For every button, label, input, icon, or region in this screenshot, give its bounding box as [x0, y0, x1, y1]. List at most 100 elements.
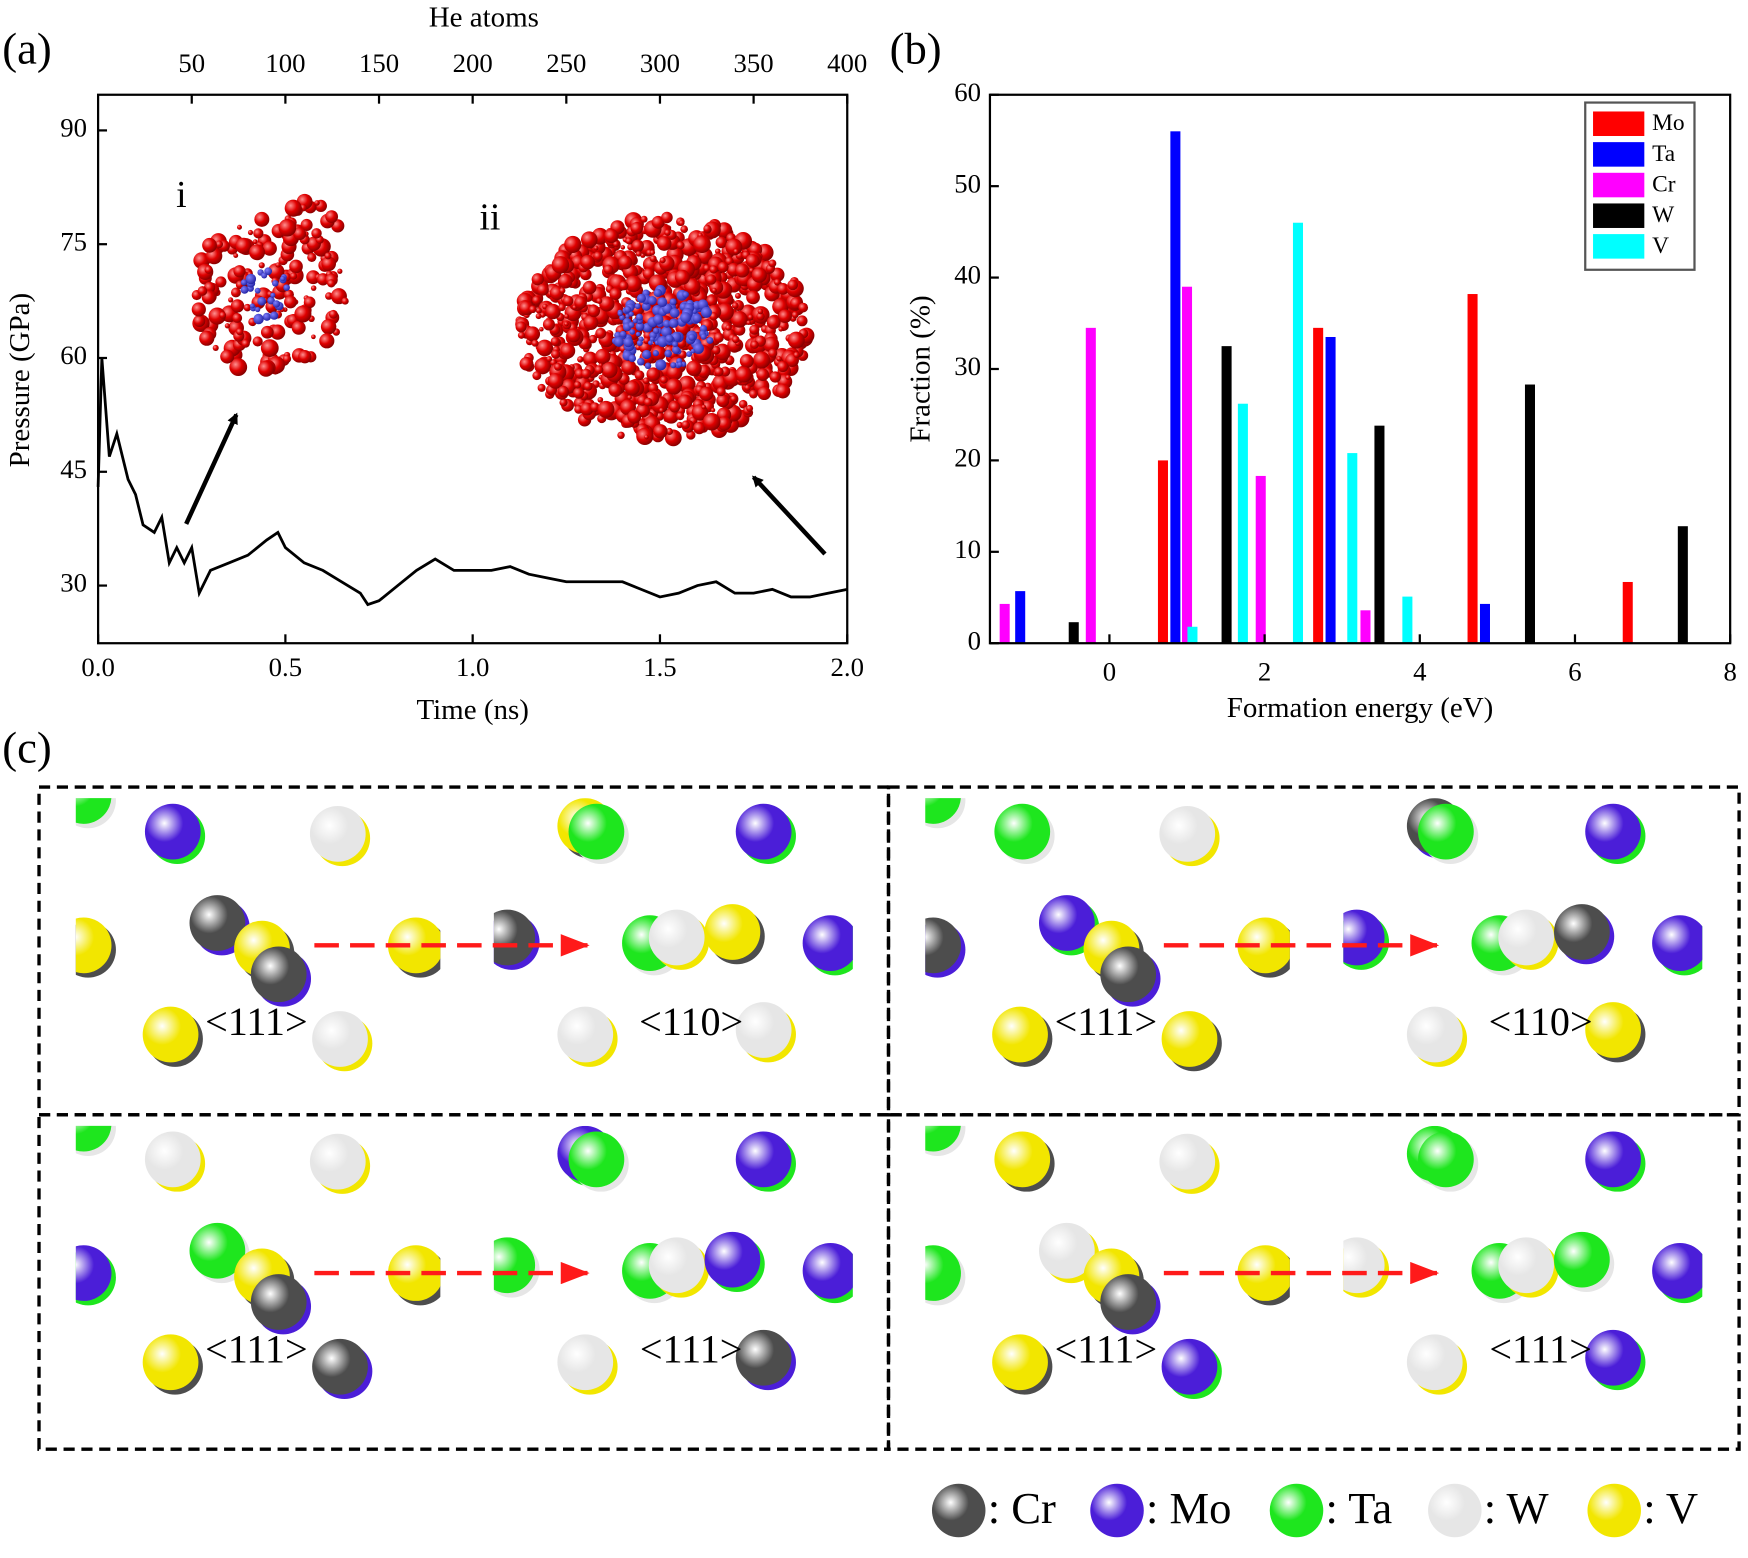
inset-atom: [791, 311, 799, 319]
inset-atom: [634, 303, 641, 310]
inset-atom: [627, 395, 632, 400]
inset-atom: [282, 354, 292, 364]
inset-atom: [793, 351, 800, 358]
inset-atom: [688, 333, 696, 341]
inset-atom: [303, 296, 316, 309]
inset-atom: [706, 336, 714, 344]
inset-atom: [647, 296, 657, 305]
inset-atom: [757, 308, 764, 315]
inset-atom: [580, 402, 594, 416]
inset-atom: [258, 262, 265, 269]
inset-atom: [311, 334, 316, 340]
inset-atom: [193, 314, 206, 327]
atom: [802, 1242, 853, 1299]
inset-atom: [550, 336, 560, 347]
atom: [309, 805, 366, 862]
atom: [312, 1338, 368, 1395]
atom: [704, 1231, 761, 1288]
inset-atom: [630, 221, 644, 235]
inset-atom: [542, 318, 555, 331]
inset-atom: [732, 335, 740, 344]
inset-atom: [289, 272, 298, 280]
inset-atom: [236, 328, 244, 336]
inset-atom: [669, 401, 681, 413]
atom: [250, 1274, 307, 1330]
inset-atom: [746, 320, 752, 325]
x2-tick-label: 50: [178, 48, 205, 78]
legend-label: W: [1652, 202, 1675, 228]
x-tick-label: 0.5: [269, 652, 302, 682]
atom: [1343, 1237, 1385, 1294]
bar: [1360, 610, 1371, 644]
atom: [75, 1125, 112, 1152]
inset-atom: [219, 311, 227, 319]
inset-atom: [693, 235, 711, 254]
inset-atom: [212, 344, 219, 351]
inset-atom: [197, 286, 208, 296]
inset-atom: [739, 354, 754, 368]
inset-atom: [554, 362, 562, 371]
inset-atom: [582, 280, 597, 295]
inset-atom: [627, 409, 642, 424]
inset-atom: [766, 315, 781, 330]
y-axis-label: Fraction (%): [905, 295, 937, 442]
inset-atom: [519, 356, 534, 371]
x-tick-label: 1.5: [643, 652, 676, 682]
inset-atom: [629, 329, 636, 335]
inset-atom: [267, 263, 285, 281]
inset-atom: [710, 407, 716, 413]
inset-atom: [635, 331, 641, 337]
direction-label: <111>: [1489, 1327, 1591, 1372]
inset-atom: [642, 377, 650, 385]
inset-atom: [537, 383, 546, 392]
inset-atom: [618, 255, 633, 270]
inset-atom: [249, 303, 255, 309]
inset-atom: [558, 303, 566, 312]
inset-atom: [536, 339, 554, 357]
inset-atom: [593, 251, 603, 261]
bar: [1237, 403, 1248, 644]
inset-atom: [215, 240, 224, 249]
atom: [1498, 1237, 1555, 1294]
atom: [189, 1222, 246, 1279]
atom: [1161, 1011, 1218, 1067]
atom: [1159, 1133, 1216, 1190]
inset-atom: [702, 413, 721, 431]
atom: [1418, 1131, 1474, 1188]
inset-atom: [311, 228, 322, 239]
inset-atom: [583, 381, 593, 391]
inset-atom: [233, 253, 239, 258]
inset-atom: [625, 314, 630, 319]
inset-atom: [670, 362, 677, 369]
inset-atom: [566, 328, 581, 343]
inset-atom: [264, 267, 273, 276]
bar: [1068, 622, 1079, 644]
inset-atom: [709, 265, 718, 274]
atom: [992, 1334, 1048, 1391]
inset-atom: [714, 367, 724, 377]
inset-atom: [300, 218, 313, 231]
atom: [1498, 909, 1555, 966]
inset-atom: [756, 368, 770, 381]
data-line: [96, 357, 848, 607]
inset-atom: [738, 399, 748, 409]
x-tick-label: 0: [1103, 657, 1116, 687]
inset-atom: [635, 322, 645, 331]
atom: [1585, 1131, 1641, 1188]
legend-label: Mo: [1652, 110, 1685, 136]
inset-atom: [705, 274, 717, 285]
atom: [1585, 1002, 1641, 1058]
bar: [1374, 425, 1385, 644]
legend-swatch: [1593, 203, 1645, 228]
direction-label: <111>: [1055, 1327, 1157, 1372]
inset-atom: [787, 331, 805, 349]
x2-axis-label: He atoms: [429, 2, 539, 34]
atom: [75, 798, 112, 824]
y-tick-label: 40: [954, 260, 981, 290]
inset-atom: [669, 298, 677, 306]
inset-atom: [773, 278, 781, 286]
inset-atom: [661, 211, 673, 224]
inset-atom: [711, 287, 717, 293]
inset-atom: [593, 245, 599, 251]
